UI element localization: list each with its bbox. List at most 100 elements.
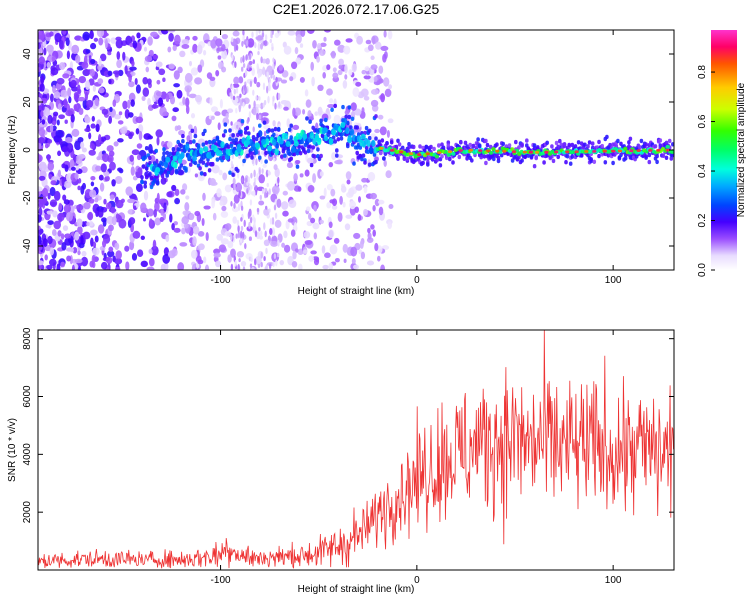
spectrogram-cell bbox=[377, 114, 384, 120]
spectrogram-cell bbox=[451, 151, 456, 156]
spectrogram-cell bbox=[215, 260, 222, 268]
spectrogram-cell bbox=[221, 155, 226, 161]
spectrogram-cell bbox=[252, 89, 255, 96]
spectrogram-cell bbox=[611, 149, 616, 153]
spectrogram-cell bbox=[534, 155, 538, 161]
spectrogram-cell bbox=[254, 256, 262, 266]
spectrogram-cell bbox=[273, 126, 278, 132]
spectrogram-cell bbox=[142, 76, 149, 85]
spectrogram-cell bbox=[60, 261, 66, 268]
spectrogram-cell bbox=[57, 150, 62, 157]
spectrogram-cell bbox=[105, 256, 113, 265]
spectrogram-cell bbox=[155, 129, 163, 138]
spectrogram-cell bbox=[47, 220, 54, 225]
spectrogram-cell bbox=[330, 188, 336, 197]
spectrogram-cell bbox=[201, 218, 205, 226]
spectrogram-cell bbox=[261, 188, 265, 194]
spectrogram-cell bbox=[264, 39, 267, 47]
spectrogram-cell bbox=[169, 95, 176, 105]
spectrogram-cell bbox=[144, 55, 153, 62]
spectrogram-cell bbox=[199, 147, 204, 155]
spectrogram-cell bbox=[197, 231, 205, 237]
spectrogram-cell bbox=[636, 149, 641, 153]
spectrogram-cell bbox=[263, 99, 267, 106]
spectrogram-cell bbox=[647, 152, 652, 158]
snr-y-tick-label: 6000 bbox=[22, 385, 33, 408]
spectrogram-cell bbox=[448, 156, 452, 162]
spectrogram-cell bbox=[211, 164, 220, 174]
spectrogram-cell bbox=[234, 137, 239, 142]
spectrogram-cell bbox=[280, 99, 289, 105]
spectrogram-cell bbox=[151, 104, 159, 109]
spectrogram-cell bbox=[258, 96, 261, 101]
spectrogram-cell bbox=[348, 69, 353, 76]
spectrogram-cell bbox=[181, 216, 189, 225]
spectrogram-cell bbox=[271, 185, 280, 195]
spectrogram-cell bbox=[204, 264, 210, 270]
spectrogram-cell bbox=[46, 61, 51, 69]
spectrogram-cell bbox=[488, 150, 494, 155]
spectrogram-cell bbox=[197, 259, 204, 265]
spectrogram-cell bbox=[367, 135, 372, 141]
spectrogram-cell bbox=[242, 231, 245, 239]
spectrogram-cell bbox=[551, 158, 556, 164]
spectrogram-cell bbox=[256, 81, 261, 88]
spectrogram-cell bbox=[49, 93, 54, 103]
spectrogram-cell bbox=[259, 194, 262, 201]
spectrogram-cell bbox=[570, 154, 575, 159]
spectrogram-cell bbox=[184, 72, 193, 83]
spectrogram-cell bbox=[197, 173, 205, 182]
spectrogram-cell bbox=[237, 203, 241, 211]
spectrogram-cell bbox=[67, 87, 72, 98]
spectrogram-cell bbox=[222, 172, 228, 181]
spectrogram-cell bbox=[292, 250, 297, 260]
spectrogram-cell bbox=[91, 254, 96, 264]
spectrogram-cell bbox=[525, 138, 529, 143]
spectrogram-cell bbox=[177, 147, 182, 152]
spectrogram-cell bbox=[375, 41, 382, 50]
spectrogram-cell bbox=[486, 149, 491, 153]
spectrogram-cell bbox=[437, 143, 441, 148]
spectrogram-cell bbox=[370, 64, 378, 70]
spectrogram-cell bbox=[88, 149, 96, 156]
spectrogram-cell bbox=[257, 42, 261, 51]
spectrogram-cell bbox=[216, 233, 223, 241]
spectrogram-cell bbox=[319, 153, 323, 159]
spectrogram-cell bbox=[221, 49, 228, 60]
spectrogram-cell bbox=[47, 192, 51, 200]
spectrogram-cell bbox=[233, 194, 240, 204]
spectrogram-cell bbox=[305, 99, 312, 108]
spectrogram-cell bbox=[316, 55, 320, 63]
snr-y-tick-label: 2000 bbox=[22, 501, 33, 524]
spectrogram-cell bbox=[81, 250, 87, 257]
spectrogram-cell bbox=[565, 150, 570, 154]
spectrogram-cell bbox=[270, 240, 279, 247]
colorbar-tick-label: 0.6 bbox=[697, 114, 708, 128]
spectrogram-cell bbox=[215, 38, 223, 47]
spectrogram-cell bbox=[38, 66, 41, 73]
spectrogram-cell bbox=[343, 45, 351, 55]
spectrogram-cell bbox=[344, 109, 350, 115]
spectrogram-cell bbox=[319, 118, 323, 123]
spectrogram-cell bbox=[398, 150, 404, 154]
spectrogram-cell bbox=[147, 135, 153, 140]
spectrogram-cell bbox=[258, 155, 262, 160]
snr-panel: -100 0 100 2000 4000 6000 8000 Height of strai… bbox=[7, 327, 675, 595]
spectrogram-cell bbox=[155, 61, 163, 68]
spectrogram-cell bbox=[468, 148, 474, 152]
spectrogram-cell bbox=[272, 95, 275, 102]
spectrogram-cell bbox=[143, 180, 147, 185]
spectrogram-cell bbox=[240, 225, 244, 231]
spectrogram-cell bbox=[313, 204, 317, 211]
spectrogram-cell bbox=[337, 212, 343, 222]
spectrogram-cell bbox=[331, 198, 338, 207]
spectrogram-cell bbox=[240, 205, 244, 211]
spectrogram-cell bbox=[122, 51, 126, 61]
spectrogram-cell bbox=[252, 106, 257, 116]
spectrogram-cell bbox=[570, 142, 575, 148]
spectrogram-cell bbox=[214, 111, 221, 116]
spectrogram-cell bbox=[158, 198, 167, 203]
spectrogram-cell bbox=[342, 201, 346, 208]
spectrogram-cell bbox=[302, 249, 308, 254]
spectrogram-cell bbox=[249, 80, 253, 88]
